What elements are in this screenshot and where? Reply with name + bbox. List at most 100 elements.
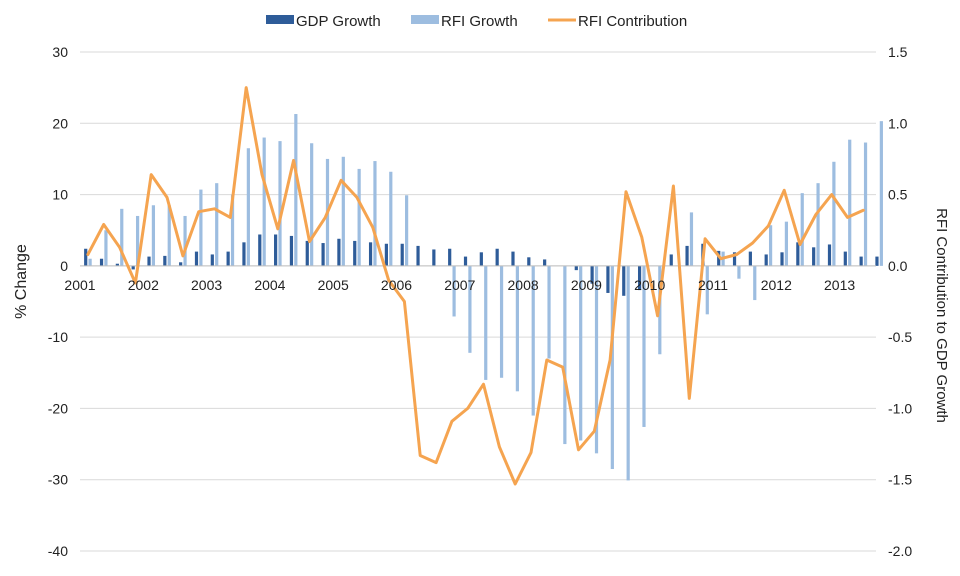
gdp-bar — [194, 251, 199, 266]
right-axis-tick-label: 1.0 — [888, 115, 908, 131]
right-axis-tick-label: -1.5 — [888, 472, 912, 488]
rfi-bar — [626, 265, 630, 481]
gdp-bar — [637, 265, 642, 291]
gdp-bar — [875, 256, 879, 266]
rfi-bar — [230, 194, 235, 266]
rfi-bar — [689, 212, 694, 266]
rfi-bar — [215, 183, 219, 266]
right-axis-tick-label: -2.0 — [888, 543, 912, 559]
gdp-bar — [527, 257, 531, 266]
rfi-bar — [579, 265, 583, 441]
rfi-bar — [278, 141, 282, 266]
gdp-bar — [717, 250, 721, 266]
left-axis-tick-label: 20 — [52, 115, 68, 131]
right-axis-tick-label: 0.0 — [888, 258, 908, 274]
gdp-bar — [368, 242, 373, 266]
legend-label: RFI Contribution — [578, 13, 687, 30]
rfi-bar — [468, 265, 472, 353]
rfi-bar — [705, 265, 709, 315]
rfi-bar — [389, 171, 393, 266]
gdp-bar — [495, 248, 499, 266]
gdp-bar — [685, 245, 689, 266]
gdp-bar — [210, 254, 214, 266]
legend-swatch-rfi-growth — [411, 15, 439, 24]
rfi-bar — [120, 208, 124, 266]
rfi-contribution-line — [86, 86, 865, 486]
rfi-bar — [784, 221, 789, 266]
right-axis-title: RFI Contribution to GDP Growth — [933, 208, 950, 423]
rfi-bar — [357, 168, 361, 266]
rfi-bar — [405, 195, 409, 266]
rfi-bar — [642, 265, 646, 427]
x-axis-tick-label: 2013 — [824, 277, 855, 293]
gdp-bar — [543, 259, 547, 266]
gdp-bar — [305, 240, 309, 266]
gdp-bar — [416, 245, 420, 266]
gdp-bar — [289, 235, 294, 266]
gdp-bar — [780, 252, 784, 266]
gdp-bar — [84, 248, 88, 266]
rfi-bar — [563, 265, 567, 445]
gdp-bar — [258, 234, 262, 266]
rfi-bar — [294, 114, 298, 266]
legend-label: GDP Growth — [296, 13, 381, 30]
gdp-bar — [590, 265, 594, 284]
x-axis-tick-label: 2003 — [191, 277, 222, 293]
rfi-bar — [167, 205, 171, 266]
rfi-bar — [499, 265, 504, 378]
legend-label: RFI Growth — [441, 13, 518, 30]
rfi-bar — [816, 183, 820, 266]
left-axis-tick-label: -30 — [48, 472, 68, 488]
left-axis-tick-label: 0 — [60, 258, 68, 274]
rfi-bar — [310, 143, 314, 266]
x-axis-tick-label: 2002 — [128, 277, 159, 293]
right-axis-tick-label: -1.0 — [888, 400, 912, 416]
gdp-bar — [179, 262, 183, 266]
gdp-bar — [99, 258, 104, 266]
rfi-bar — [183, 215, 187, 266]
gdp-bar — [622, 265, 626, 296]
rfi-bar — [610, 265, 614, 470]
x-axis-tick-label: 2008 — [508, 277, 539, 293]
gdp-bar — [669, 254, 673, 266]
gdp-bar — [242, 242, 246, 266]
gdp-bar — [812, 247, 816, 266]
gdp-bar — [843, 251, 847, 266]
rfi-bar — [151, 205, 156, 266]
left-axis-tick-label: -20 — [48, 400, 68, 416]
rfi-bar — [341, 156, 345, 266]
gdp-bar — [764, 254, 768, 266]
x-axis-tick-label: 2007 — [444, 277, 475, 293]
left-axis-tick-label: 10 — [52, 187, 68, 203]
gdp-bar — [827, 244, 832, 266]
rfi-bar — [104, 230, 108, 266]
gdp-bar — [606, 265, 610, 293]
rfi-bar — [531, 265, 535, 416]
rfi-bar — [373, 161, 377, 266]
gdp-bar — [131, 265, 135, 270]
gdp-bar — [732, 252, 737, 266]
gdp-bar — [400, 243, 404, 266]
x-axis-tick-label: 2010 — [634, 277, 665, 293]
rfi-bar — [88, 258, 92, 266]
rfi-bar — [199, 189, 203, 266]
x-axis-tick-label: 2011 — [698, 277, 728, 293]
left-axis-tick-label: 30 — [52, 44, 68, 60]
x-axis-tick-label: 2012 — [761, 277, 792, 293]
gridlines — [80, 51, 876, 552]
rfi-bar — [515, 265, 519, 392]
gdp-bar — [353, 240, 357, 266]
rfi-bar — [135, 215, 140, 266]
x-axis-tick-label: 2005 — [318, 277, 349, 293]
rfi-bar — [753, 265, 757, 301]
gdp-bar — [511, 251, 515, 266]
rfi-bar — [658, 265, 662, 355]
gdp-bar — [226, 251, 230, 266]
gdp-bar — [479, 252, 483, 266]
rfi-bar — [452, 265, 456, 317]
rfi-bar — [484, 265, 488, 380]
rfi-bar — [768, 225, 773, 266]
right-axis-tick-label: 1.5 — [888, 44, 908, 60]
